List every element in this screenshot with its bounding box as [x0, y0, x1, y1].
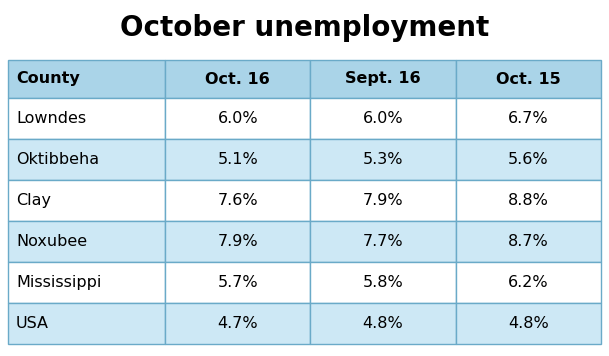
Text: 5.6%: 5.6% [508, 152, 549, 167]
Text: Lowndes: Lowndes [16, 111, 86, 126]
Text: 7.6%: 7.6% [217, 193, 258, 208]
Bar [311, 180, 456, 221]
Bar [8, 303, 165, 344]
Bar [8, 180, 165, 221]
Bar [311, 60, 456, 98]
Bar [8, 262, 165, 303]
Text: 8.7%: 8.7% [508, 234, 549, 249]
Bar [456, 98, 601, 139]
Bar [311, 303, 456, 344]
Bar [311, 98, 456, 139]
Text: Oktibbeha: Oktibbeha [16, 152, 99, 167]
Bar [456, 139, 601, 180]
Bar [311, 139, 456, 180]
Bar [165, 221, 311, 262]
Bar [311, 221, 456, 262]
Text: 6.0%: 6.0% [217, 111, 258, 126]
Bar [311, 262, 456, 303]
Bar [165, 98, 311, 139]
Text: 6.2%: 6.2% [508, 275, 549, 290]
Text: Oct. 15: Oct. 15 [496, 72, 561, 87]
Text: 6.0%: 6.0% [363, 111, 403, 126]
Text: 5.1%: 5.1% [217, 152, 258, 167]
Text: 4.7%: 4.7% [217, 316, 258, 331]
Text: 5.3%: 5.3% [363, 152, 403, 167]
Text: Sept. 16: Sept. 16 [345, 72, 421, 87]
Bar [165, 60, 311, 98]
Text: October unemployment: October unemployment [120, 14, 489, 42]
Text: USA: USA [16, 316, 49, 331]
Text: Noxubee: Noxubee [16, 234, 87, 249]
Text: Clay: Clay [16, 193, 51, 208]
Text: 6.7%: 6.7% [508, 111, 549, 126]
Text: 7.9%: 7.9% [217, 234, 258, 249]
Text: Mississippi: Mississippi [16, 275, 101, 290]
Bar [456, 262, 601, 303]
Bar [8, 221, 165, 262]
Bar [165, 303, 311, 344]
Bar [8, 60, 165, 98]
Bar [456, 221, 601, 262]
Text: 4.8%: 4.8% [508, 316, 549, 331]
Text: 7.9%: 7.9% [363, 193, 403, 208]
Bar [456, 180, 601, 221]
Bar [165, 180, 311, 221]
Text: Oct. 16: Oct. 16 [205, 72, 270, 87]
Bar [8, 98, 165, 139]
Text: 5.7%: 5.7% [217, 275, 258, 290]
Text: 4.8%: 4.8% [363, 316, 403, 331]
Text: 8.8%: 8.8% [508, 193, 549, 208]
Bar [165, 262, 311, 303]
Bar [8, 139, 165, 180]
Bar [165, 139, 311, 180]
Text: 5.8%: 5.8% [363, 275, 403, 290]
Bar [456, 303, 601, 344]
Text: County: County [16, 72, 80, 87]
Bar [456, 60, 601, 98]
Text: 7.7%: 7.7% [363, 234, 403, 249]
